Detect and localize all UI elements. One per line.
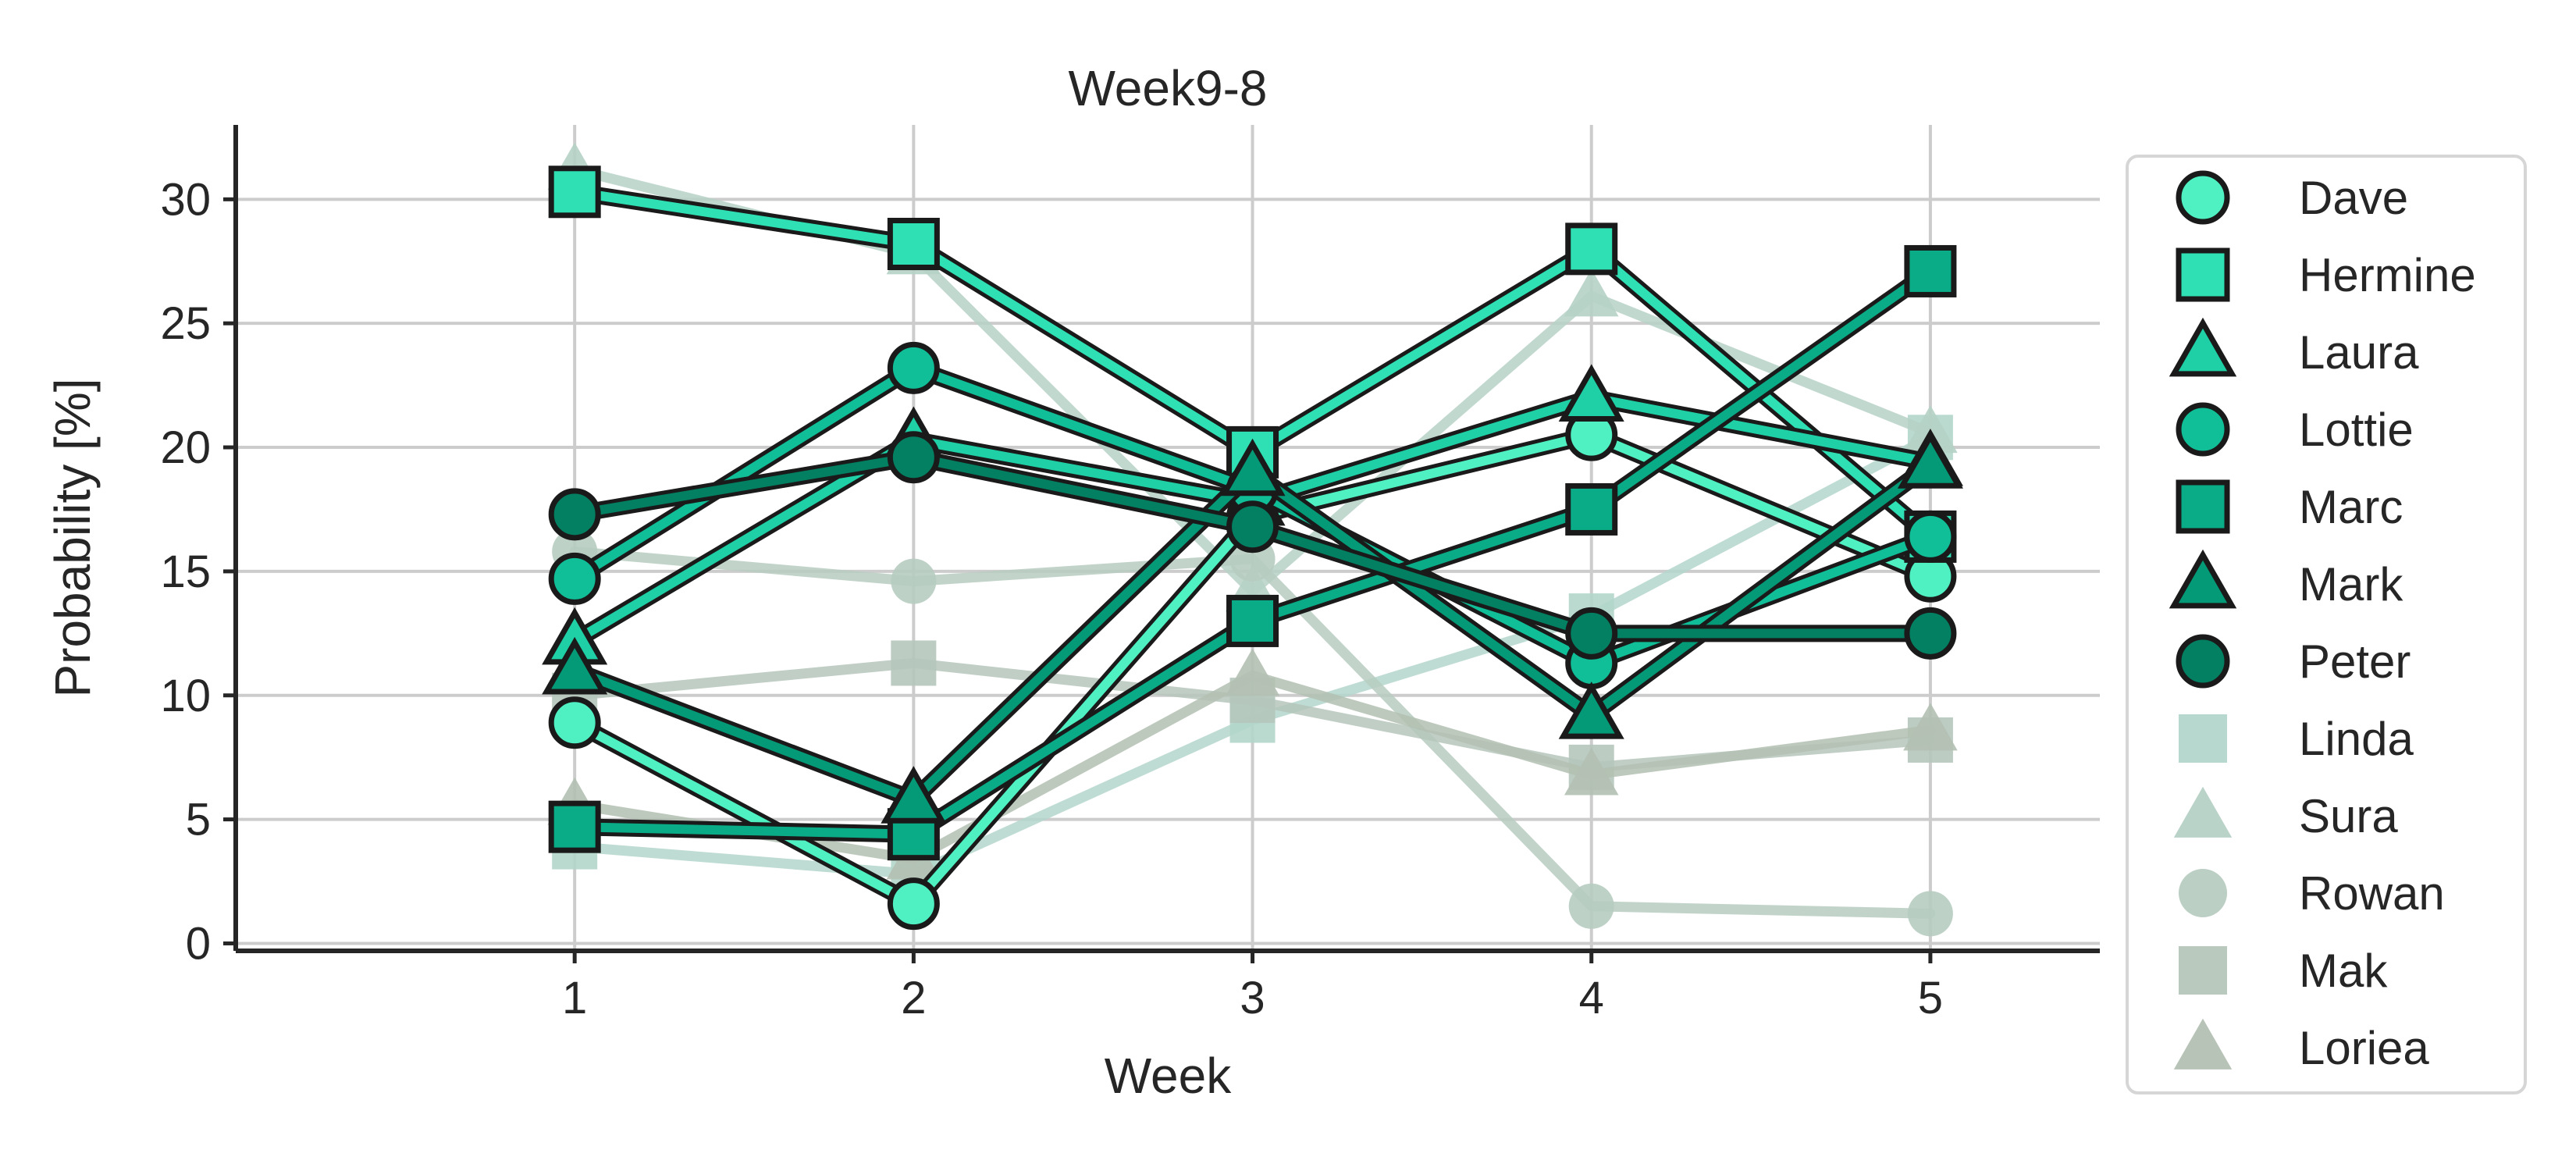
legend-label: Dave xyxy=(2299,172,2408,224)
y-tick-label: 5 xyxy=(186,795,211,845)
legend-marker xyxy=(2169,549,2237,609)
legend-marker xyxy=(2179,946,2227,995)
legend-item-loriea: Loriea xyxy=(2173,1018,2429,1074)
legend-item-lottie: Lottie xyxy=(2176,402,2414,457)
legend-item-marc: Marc xyxy=(2176,479,2403,534)
y-tick-label: 10 xyxy=(160,671,211,721)
y-tick-label: 15 xyxy=(160,546,211,597)
y-axis-label: Probability [%] xyxy=(44,378,101,697)
legend-label: Rowan xyxy=(2299,867,2445,920)
data-point xyxy=(548,166,601,219)
legend-marker xyxy=(2169,317,2237,377)
data-point xyxy=(1565,482,1618,536)
legend-marker xyxy=(2176,479,2230,534)
series-peter xyxy=(548,431,1957,660)
legend-item-laura: Laura xyxy=(2169,317,2419,379)
data-point xyxy=(891,558,937,604)
y-tick-label: 30 xyxy=(160,174,211,225)
data-point xyxy=(1904,607,1957,660)
data-point xyxy=(1907,891,1953,937)
legend-box xyxy=(2126,155,2527,1094)
x-axis-label: Week xyxy=(1105,1048,1232,1104)
data-point xyxy=(887,877,940,931)
data-point xyxy=(887,218,940,271)
data-point xyxy=(1565,607,1618,660)
data-point xyxy=(548,696,601,749)
data-point xyxy=(887,341,940,394)
axes xyxy=(233,125,2100,953)
x-tick-label: 3 xyxy=(1240,973,1265,1023)
legend-item-sura: Sura xyxy=(2173,786,2398,842)
x-tick-label: 1 xyxy=(562,973,587,1023)
x-tick-label: 4 xyxy=(1579,973,1604,1023)
data-point xyxy=(1904,244,1957,297)
legend-label: Mark xyxy=(2299,558,2403,610)
legend-label: Lottie xyxy=(2299,404,2414,456)
data-point xyxy=(1564,747,1619,795)
data-point xyxy=(542,636,608,695)
data-point xyxy=(881,766,947,824)
data-point xyxy=(1219,438,1286,497)
legend-label: Mak xyxy=(2299,945,2388,997)
legend-item-mark: Mark xyxy=(2169,549,2403,610)
legend-item-linda: Linda xyxy=(2179,713,2414,765)
legend-item-dave: Dave xyxy=(2176,170,2408,225)
legend-item-rowan: Rowan xyxy=(2179,867,2445,920)
legend-marker xyxy=(2176,247,2230,302)
legend-label: Sura xyxy=(2299,790,2398,842)
legend-label: Loriea xyxy=(2299,1022,2429,1074)
legend-label: Marc xyxy=(2299,481,2403,533)
data-point xyxy=(1226,500,1279,553)
legend-item-mak: Mak xyxy=(2179,945,2388,997)
legend-item-hermine: Hermine xyxy=(2176,247,2476,302)
data-point xyxy=(1568,883,1614,929)
data-point xyxy=(1565,222,1618,276)
data-point xyxy=(1558,682,1624,739)
legend: Dave Hermine Laura Lottie Marc Mark Peter Linda… xyxy=(2126,155,2527,1094)
series-layer xyxy=(542,142,1963,937)
legend-label: Peter xyxy=(2299,635,2411,688)
data-point xyxy=(548,800,601,853)
legend-label: Hermine xyxy=(2299,249,2476,301)
chart-title: Week9-8 xyxy=(1069,60,1268,116)
data-point xyxy=(891,640,937,686)
data-point xyxy=(548,488,601,541)
data-point xyxy=(1903,703,1958,751)
legend-marker xyxy=(2173,1018,2233,1070)
legend-marker xyxy=(2173,786,2233,838)
data-point xyxy=(1225,648,1280,696)
y-tick-label: 20 xyxy=(160,422,211,473)
y-tick-label: 0 xyxy=(186,918,211,969)
tick-labels: 1 2 3 4 5 0 5 10 15 20 25 30 xyxy=(160,174,1943,1023)
data-point xyxy=(887,431,940,484)
x-tick-label: 5 xyxy=(1918,973,1943,1023)
data-point xyxy=(548,552,601,605)
legend-label: Laura xyxy=(2299,326,2419,379)
legend-marker xyxy=(2179,869,2227,917)
legend-marker xyxy=(2179,714,2227,763)
data-point xyxy=(1904,510,1957,563)
legend-marker xyxy=(2176,170,2230,225)
legend-label: Linda xyxy=(2299,713,2414,765)
data-point xyxy=(1564,269,1619,317)
data-point xyxy=(1558,364,1624,422)
y-tick-label: 25 xyxy=(160,298,211,349)
legend-marker xyxy=(2176,402,2230,457)
legend-marker xyxy=(2176,634,2230,689)
x-tick-label: 2 xyxy=(901,973,926,1023)
data-point xyxy=(1226,594,1279,647)
data-point xyxy=(1897,431,1963,489)
legend-item-peter: Peter xyxy=(2176,634,2411,689)
